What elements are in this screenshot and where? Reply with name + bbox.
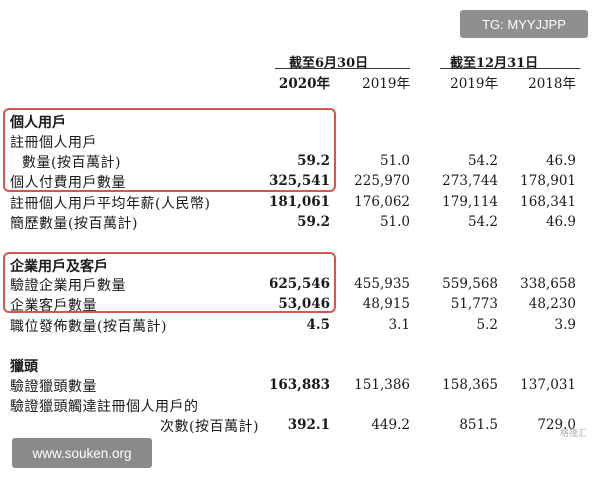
header-group-december-underline: [440, 68, 580, 69]
cell-value: 325,541: [268, 173, 330, 189]
cell-value: 179,114: [442, 194, 498, 210]
cell-value: 51.0: [379, 214, 410, 230]
header-group-june: 截至6月30日: [289, 56, 369, 71]
row-label: 數量(按百萬計): [22, 155, 121, 171]
cell-value: 163,883: [268, 377, 330, 393]
section-title-headhunter: 獵頭: [10, 359, 38, 375]
row-label: 註冊個人用戶: [10, 135, 97, 151]
cell-value: 54.2: [467, 153, 498, 169]
cell-value: 151,386: [354, 377, 410, 393]
cell-value: 5.2: [476, 317, 498, 333]
row-label: 驗證企業用戶數量: [10, 278, 126, 294]
corner-watermark: 格隆汇: [560, 428, 588, 438]
cell-value: 137,031: [520, 377, 576, 393]
cell-value: 168,341: [520, 194, 576, 210]
highlight-box-enterprise: [3, 252, 336, 313]
year-2018: 2018年: [528, 76, 576, 92]
section-title-enterprise: 企業用戶及客戶: [10, 259, 108, 275]
cell-value: 3.1: [388, 317, 410, 333]
header-group-december: 截至12月31日: [450, 56, 539, 71]
cell-value: 449.2: [371, 417, 410, 433]
cell-value: 46.9: [545, 153, 576, 169]
cell-value: 178,901: [520, 173, 576, 189]
cell-value: 181,061: [268, 194, 330, 210]
cell-value: 625,546: [268, 276, 330, 292]
cell-value: 392.1: [287, 417, 330, 433]
cell-value: 46.9: [545, 214, 576, 230]
cell-value: 48,230: [528, 296, 576, 312]
row-label: 註冊個人用戶平均年薪(人民幣): [10, 196, 211, 212]
cell-value: 176,062: [354, 194, 410, 210]
tg-watermark-badge: TG: MYYJJPP: [460, 10, 588, 38]
cell-value: 455,935: [354, 276, 410, 292]
row-label: 簡歷數量(按百萬計): [10, 216, 138, 232]
cell-value: 59.2: [297, 214, 330, 230]
cell-value: 851.5: [459, 417, 498, 433]
year-2020: 2020年: [278, 76, 330, 92]
row-label: 次數(按百萬計): [160, 419, 259, 435]
row-label: 職位發佈數量(按百萬計): [10, 319, 167, 335]
cell-value: 54.2: [467, 214, 498, 230]
header-group-june-underline: [275, 68, 410, 69]
row-label: 驗證獵頭數量: [10, 379, 97, 395]
section-title-individual: 個人用戶: [10, 115, 66, 131]
highlight-box-individual: [3, 108, 336, 192]
cell-value: 225,970: [354, 173, 410, 189]
row-label: 個人付費用戶數量: [10, 175, 126, 191]
cell-value: 3.9: [554, 317, 576, 333]
year-2019-december: 2019年: [450, 76, 498, 92]
row-label: 驗證獵頭觸達註冊個人用戶的: [10, 399, 199, 415]
cell-value: 53,046: [278, 296, 330, 312]
site-watermark-badge: www.souken.org: [12, 438, 152, 468]
cell-value: 59.2: [297, 153, 330, 169]
cell-value: 338,658: [520, 276, 576, 292]
year-2019-june: 2019年: [362, 76, 410, 92]
cell-value: 158,365: [442, 377, 498, 393]
cell-value: 559,568: [442, 276, 498, 292]
row-label: 企業客戶數量: [10, 298, 97, 314]
cell-value: 729.0: [537, 417, 576, 433]
cell-value: 273,744: [442, 173, 498, 189]
cell-value: 48,915: [362, 296, 410, 312]
cell-value: 51.0: [379, 153, 410, 169]
cell-value: 4.5: [306, 317, 331, 333]
cell-value: 51,773: [450, 296, 498, 312]
